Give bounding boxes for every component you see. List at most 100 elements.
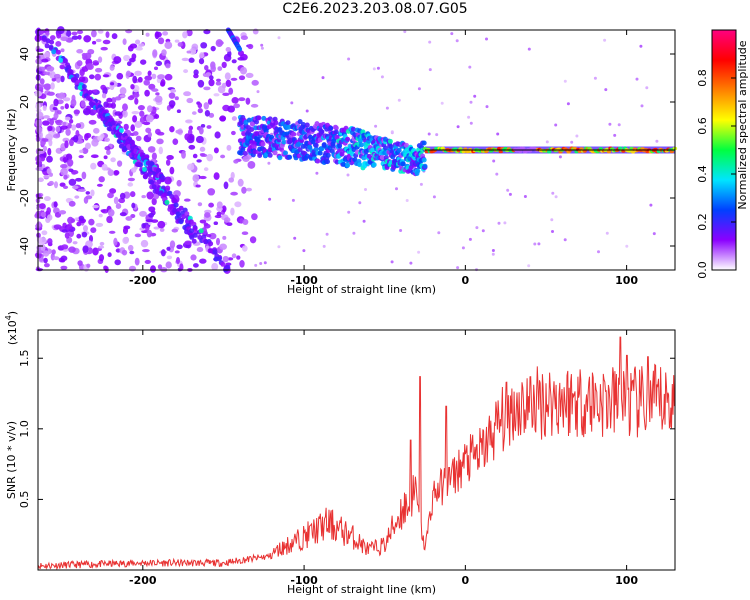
spectral-cell [88,218,95,226]
spectral-cell [428,40,432,44]
spectral-cell [313,146,319,152]
spectral-cell [251,213,258,221]
spectral-cell [177,42,183,47]
spectrogram-y-tick-label: -20 [18,189,31,207]
spectral-cell [135,161,141,167]
spectral-cell [403,30,407,34]
spectral-cell [491,249,495,252]
spectral-cell [550,218,554,222]
spectral-cell [267,152,273,158]
spectral-cell [102,39,111,45]
spectral-cell [364,188,367,191]
spectral-cell [227,257,234,261]
spectral-cell [325,152,331,158]
spectral-cell [106,215,113,224]
spectral-cell [137,76,143,83]
spectral-cell [395,187,398,191]
spectral-cell [119,192,126,200]
spectral-cell [566,102,570,106]
spectral-cell [119,127,124,133]
spectral-cell [223,181,229,190]
spectral-cell [55,126,61,133]
spectral-cell [440,101,444,105]
spectral-cell [199,52,205,59]
spectral-cell [139,210,147,217]
spectral-cell [154,31,160,40]
spectral-cell [319,129,325,135]
spectral-cell [246,187,252,192]
spectral-cell [77,135,84,140]
spectral-cell [43,257,48,264]
spectral-cell [204,64,209,71]
spectral-cell [376,66,380,70]
spectral-cell [184,133,191,141]
spectral-cell [175,211,181,217]
spectral-cell [51,49,57,55]
spectral-cell [456,266,460,270]
spectral-cell [59,182,66,187]
spectral-cell [53,224,62,230]
spectral-cell [231,97,239,104]
spectral-cell [357,162,363,168]
spectral-cell [81,84,87,90]
spectral-cell [81,171,87,180]
spectral-cell [145,114,154,123]
spectral-cell [35,210,43,219]
spectral-cell [185,119,193,123]
spectral-cell [122,103,128,112]
spectral-cell [208,241,214,247]
spectral-cell [117,160,123,167]
spectrogram-marks [34,26,678,274]
spectral-cell [222,92,230,96]
spectral-cell [160,249,166,257]
spectral-cell [207,98,213,105]
spectral-cell [219,243,228,250]
spectral-cell [123,54,131,62]
spectral-cell [203,102,210,110]
spectral-cell [144,75,153,81]
spectral-cell [605,231,609,235]
spectral-cell [104,137,110,142]
spectral-cell [85,95,91,101]
spectral-cell [199,175,207,180]
spectral-cell [43,196,51,202]
spectral-cell [238,75,246,81]
spectral-cell [76,221,82,227]
spectral-cell [166,155,174,160]
spectral-cell [153,226,160,230]
spectral-cell [51,249,56,255]
spectral-cell [81,231,88,238]
spectral-cell [148,212,155,218]
spectral-cell [98,245,105,249]
spectral-cell [251,79,259,86]
spectral-cell [396,147,402,153]
spectral-cell [164,41,173,50]
snr-y-tick-label: 0.5 [18,491,31,509]
spectrogram-x-tick-label: 0 [462,274,470,287]
spectral-cell [90,154,99,159]
spectral-cell [419,182,423,186]
spectral-cell [219,115,227,122]
spectral-cell [231,116,237,121]
spectral-cell [655,139,659,143]
spectral-cell [71,94,76,102]
spectral-cell [405,199,409,202]
spectral-cell [597,250,600,254]
spectral-cell [54,120,61,124]
spectral-cell [67,216,74,224]
snr-y-tick-label: 1.5 [18,349,31,367]
spectral-cell [77,188,86,193]
spectral-cell [285,120,291,126]
spectral-cell [81,52,87,57]
spectral-cell [144,224,150,231]
spectral-cell [325,159,330,165]
spectral-cell [68,200,76,207]
spectral-cell [106,97,113,103]
spectral-cell [126,144,132,150]
spectral-cell [154,95,163,103]
spectral-cell [263,261,267,265]
spectral-cell [415,168,421,174]
spectral-cell [197,79,205,88]
spectral-cell [468,237,472,241]
